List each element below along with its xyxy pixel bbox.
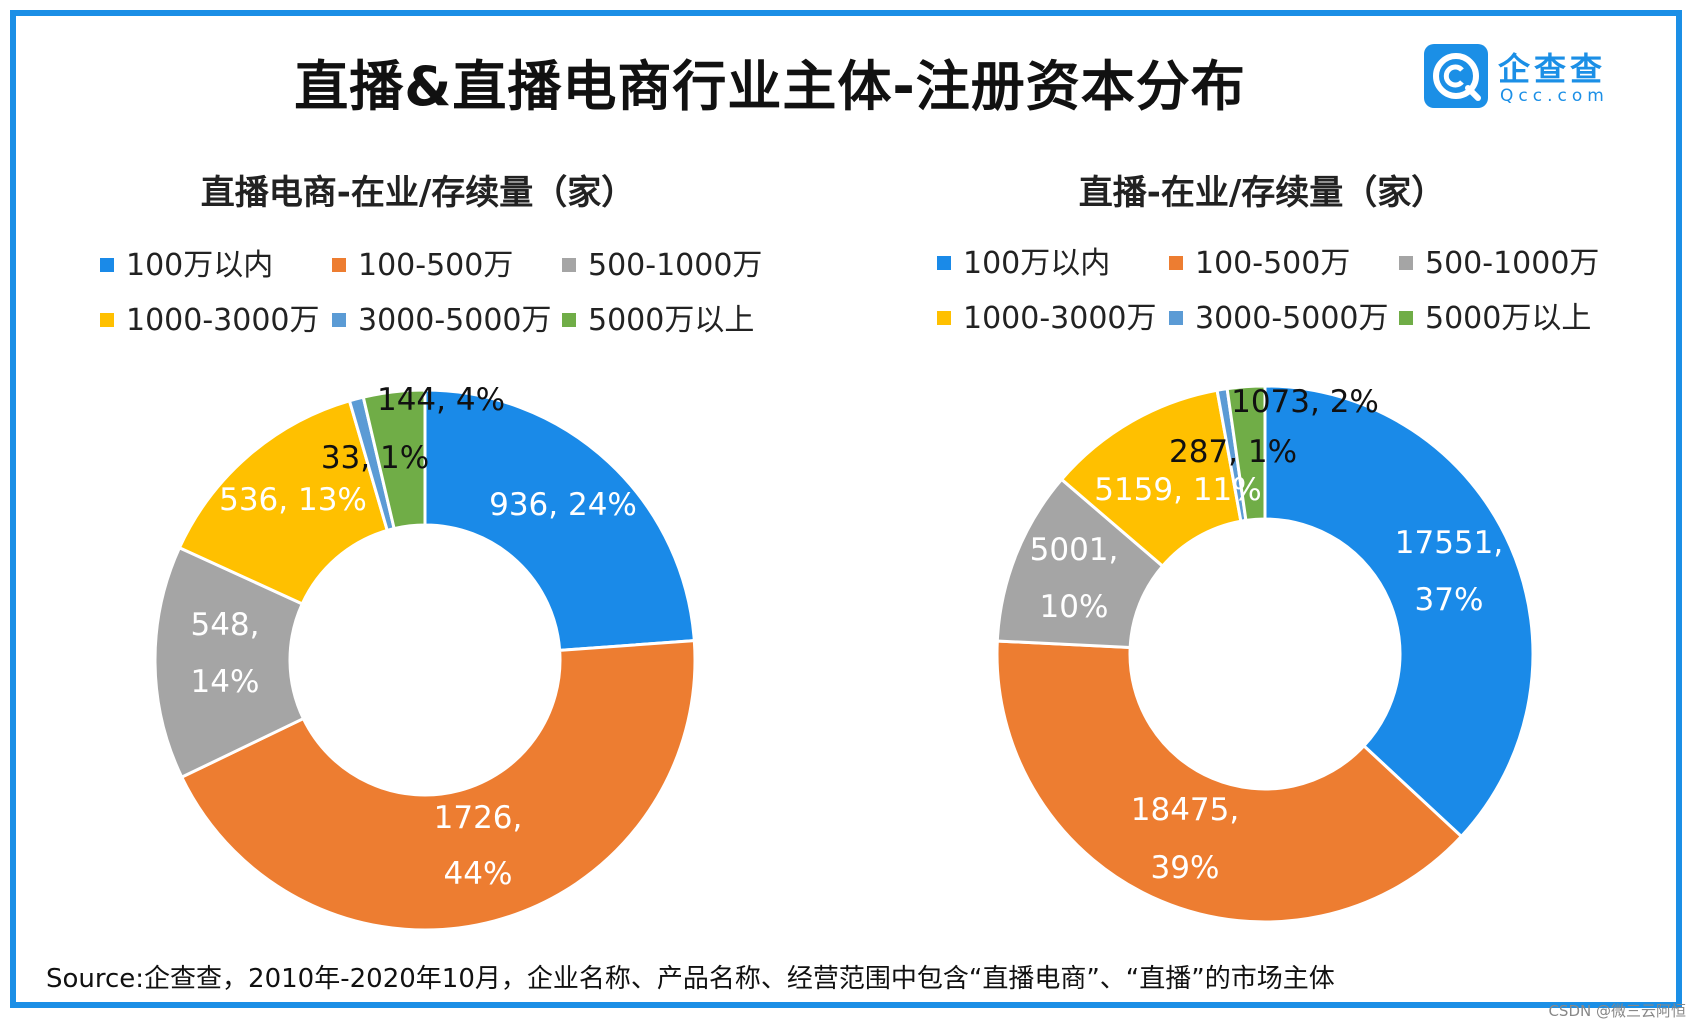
legend-swatch (1169, 311, 1183, 325)
legend-swatch (1169, 256, 1183, 270)
legend-swatch (1399, 311, 1413, 325)
data-label: 10% (1040, 589, 1109, 625)
donut-slice (177, 398, 390, 606)
legend-label: 100-500万 (358, 248, 513, 283)
qcc-logo: 企查查 Qcc.com (1424, 44, 1634, 114)
legend-label: 500-1000万 (588, 248, 762, 283)
legend-swatch (562, 258, 576, 272)
legend-swatch (332, 258, 346, 272)
legend-label: 100-500万 (1195, 246, 1350, 281)
legend-swatch (332, 313, 346, 327)
donut-slice (361, 388, 427, 531)
donut-slice (1225, 384, 1267, 523)
chart-title: 直播电商-在业/存续量（家） (201, 173, 636, 213)
donut-slice (423, 388, 696, 652)
legend-label: 3000-5000万 (1195, 301, 1389, 336)
data-label: 5001, (1030, 532, 1119, 568)
data-label: 536, 13% (219, 482, 367, 518)
chart-title: 直播-在业/存续量（家） (1079, 173, 1446, 213)
data-label: 33, 1% (321, 440, 429, 476)
data-label: 18475, (1131, 792, 1239, 828)
donut-slice (1263, 384, 1535, 839)
legend-label: 500-1000万 (1425, 246, 1599, 281)
logo-english-text: Qcc.com (1500, 86, 1609, 106)
legend-label: 1000-3000万 (963, 301, 1157, 336)
data-label: 39% (1151, 850, 1220, 886)
legend-swatch (937, 311, 951, 325)
source-note: Source:企查查，2010年-2020年10月，企业名称、产品名称、经营范围… (46, 964, 1335, 994)
legend-swatch (937, 256, 951, 270)
legend-label: 100万以内 (963, 246, 1110, 281)
legend-label: 100万以内 (126, 248, 273, 283)
data-label: 44% (444, 856, 513, 892)
data-label: 37% (1415, 582, 1484, 618)
data-label: 1726, (434, 800, 523, 836)
donut-chart-2: 直播-在业/存续量（家） 100万以内 100-500万 500-1000万 1000-… (937, 173, 1599, 924)
legend-label: 3000-5000万 (358, 303, 552, 338)
page-title: 直播&直播电商行业主体-注册资本分布 (294, 55, 1246, 118)
data-label: 1073, 2% (1231, 384, 1379, 420)
data-label: 14% (191, 664, 260, 700)
data-label: 17551, (1395, 525, 1503, 561)
donut-chart-1: 直播电商-在业/存续量（家） 100万以内 100-500万 500-1000万 100… (100, 173, 762, 932)
legend-label: 5000万以上 (1425, 301, 1591, 336)
csdn-watermark: CSDN @微三云阿恒 (1548, 1002, 1686, 1020)
legend-swatch (1399, 256, 1413, 270)
data-label: 548, (190, 607, 259, 643)
data-label: 5159, 11% (1094, 472, 1262, 508)
data-label: 287, 1% (1169, 434, 1297, 470)
donut-slice (995, 639, 1464, 924)
data-label: 936, 24% (489, 487, 637, 523)
legend-swatch (100, 258, 114, 272)
legend-label: 5000万以上 (588, 303, 754, 338)
legend-swatch (100, 313, 114, 327)
donut-slice (179, 639, 697, 932)
data-label: 144, 4% (377, 382, 505, 418)
donut-slice (153, 545, 306, 780)
logo-chinese-text: 企查查 (1498, 50, 1607, 88)
legend-swatch (562, 313, 576, 327)
legend-label: 1000-3000万 (126, 303, 320, 338)
qcc-logo-icon (1424, 44, 1488, 108)
